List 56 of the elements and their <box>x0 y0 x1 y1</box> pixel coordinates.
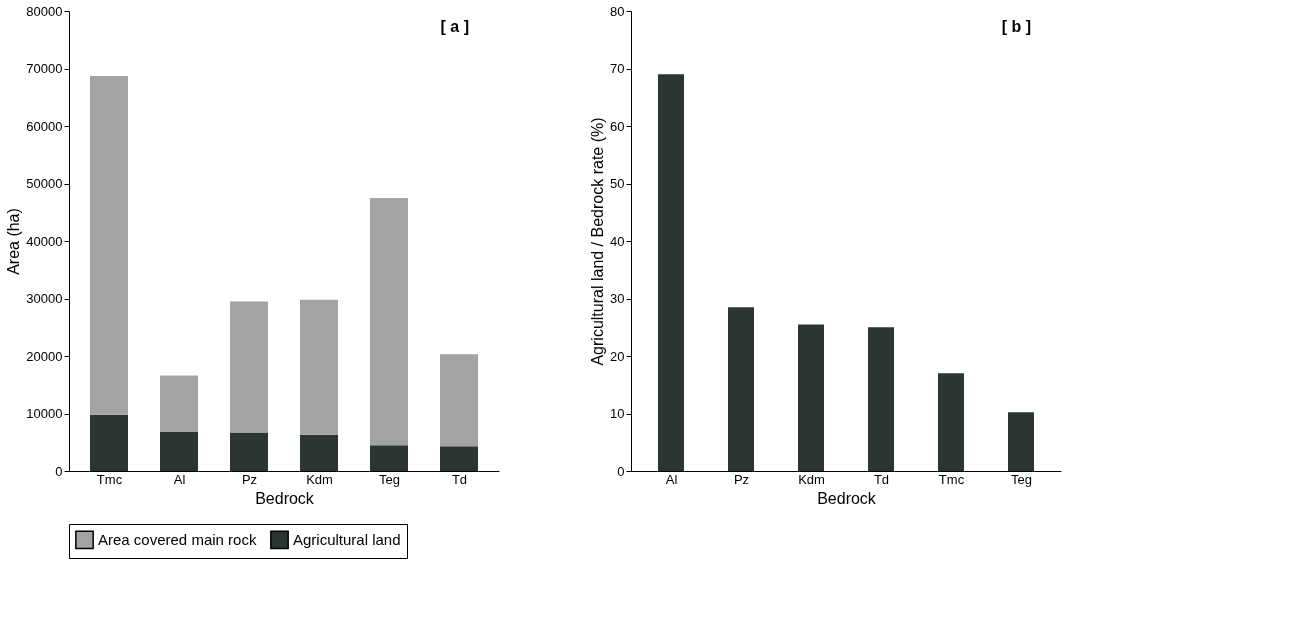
y-tick-label: 70 <box>610 61 625 76</box>
x-tick-label: Teg <box>379 471 400 487</box>
bar <box>90 414 128 471</box>
y-tick-label: 70000 <box>26 61 63 76</box>
bar <box>938 373 964 471</box>
x-tick-label: Pz <box>733 471 750 487</box>
x-axis-title: Bedrock <box>255 489 315 507</box>
x-tick-label: Al <box>665 471 678 487</box>
x-tick-label: Tmc <box>96 471 123 487</box>
legend-label: Agricultural land <box>293 530 401 548</box>
x-tick-label: Td <box>451 471 468 487</box>
bar <box>440 446 478 471</box>
x-tick-label: Pz <box>241 471 258 487</box>
y-tick-label: 60000 <box>26 118 63 134</box>
x-tick-label: Kdm <box>798 471 825 487</box>
bar <box>658 74 684 471</box>
y-tick-label: 30 <box>610 291 625 306</box>
bar <box>728 307 754 471</box>
bar <box>1008 412 1034 471</box>
bar <box>160 431 198 471</box>
bar <box>230 301 268 433</box>
bar <box>370 197 408 446</box>
y-tick-label: 40000 <box>26 233 63 249</box>
x-axis-title: Bedrock <box>817 489 877 507</box>
y-axis-title: Agricultural land / Bedrock rate (%) <box>589 117 607 366</box>
y-tick-label: 20000 <box>26 348 63 364</box>
y-tick-label: 80 <box>610 3 625 19</box>
bar <box>230 432 268 471</box>
y-tick-label: 30000 <box>26 291 63 306</box>
x-tick-label: Td <box>873 471 890 487</box>
y-tick-label: 80000 <box>26 3 63 19</box>
bar <box>160 375 198 432</box>
x-tick-label: Al <box>173 471 186 487</box>
x-tick-label: Tmc <box>938 471 965 487</box>
y-tick-label: 10000 <box>26 406 63 421</box>
annotation: [ a ] <box>440 18 469 35</box>
legend-label: Area covered main rock <box>98 530 257 548</box>
x-tick-label: Teg <box>1011 471 1032 487</box>
y-tick-label: 20 <box>610 348 625 364</box>
bar <box>370 445 408 471</box>
y-tick-label: 60 <box>610 118 625 134</box>
annotation: [ b ] <box>1001 18 1031 35</box>
bar <box>90 75 128 415</box>
bar <box>868 327 894 471</box>
bar <box>300 434 338 471</box>
y-tick-label: 40 <box>610 233 625 249</box>
x-tick-label: Kdm <box>306 471 333 487</box>
y-tick-label: 0 <box>55 463 63 479</box>
bar <box>300 299 338 435</box>
y-tick-label: 0 <box>617 463 625 479</box>
y-tick-label: 10 <box>610 406 625 421</box>
y-axis-title: Area (ha) <box>5 208 23 275</box>
bar <box>440 354 478 447</box>
y-tick-label: 50 <box>610 176 625 191</box>
bar <box>798 324 824 471</box>
y-tick-label: 50000 <box>26 176 63 191</box>
